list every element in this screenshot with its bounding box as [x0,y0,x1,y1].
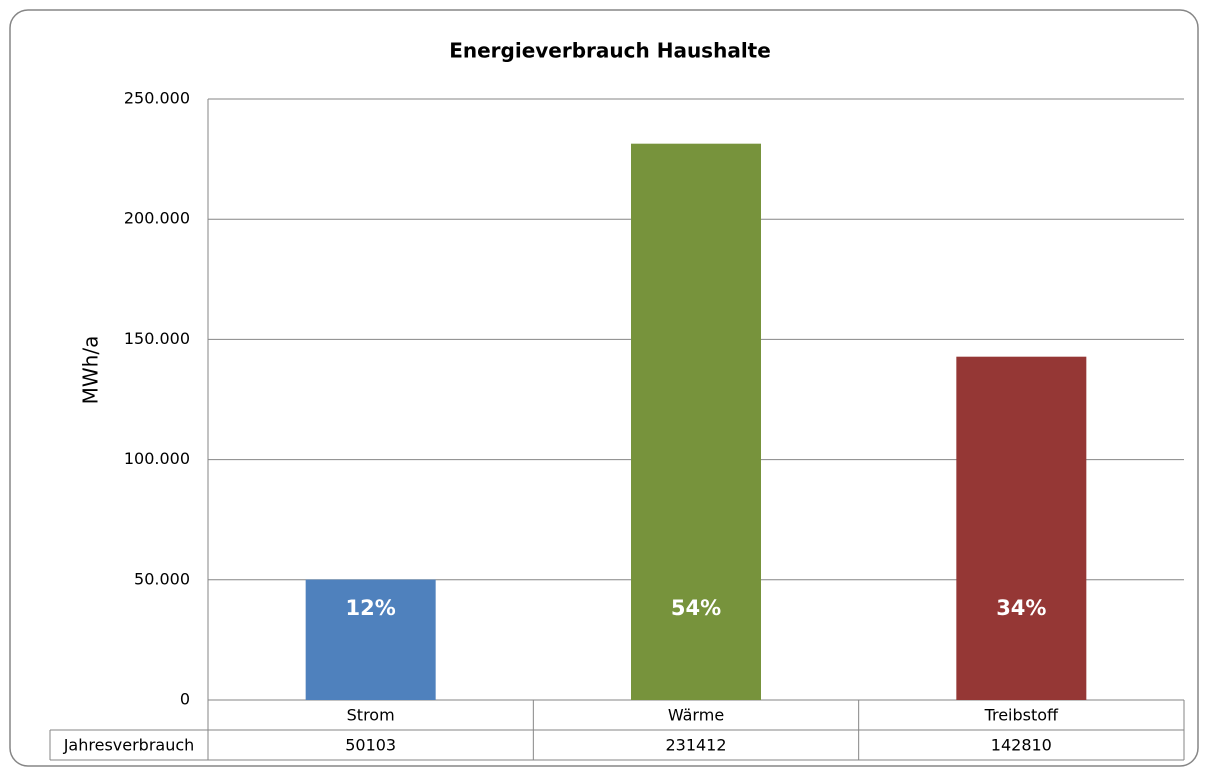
y-axis-label: MWh/a [79,336,103,405]
bar-share-label: 54% [671,596,721,620]
bar [305,579,436,700]
bar-share-label: 12% [346,596,396,620]
y-tick-label: 50.000 [134,569,190,588]
x-tick-label: Wärme [668,706,724,725]
table-value: 231412 [665,736,726,755]
y-tick-label: 100.000 [124,449,190,468]
y-tick-label: 0 [180,690,190,709]
bar [956,356,1087,700]
x-tick-label: Treibstoff [984,706,1059,725]
y-tick-label: 150.000 [124,329,190,348]
legend-row-header: Jahresverbrauch [63,736,195,755]
chart-border [9,9,1199,767]
table-value: 142810 [991,736,1052,755]
table-value: 50103 [345,736,396,755]
bar [631,143,761,700]
bar-share-label: 34% [996,596,1046,620]
y-tick-label: 200.000 [124,209,190,228]
y-tick-label: 250.000 [124,89,190,108]
chart-title: Energieverbrauch Haushalte [449,39,771,63]
x-tick-label: Strom [347,706,395,725]
